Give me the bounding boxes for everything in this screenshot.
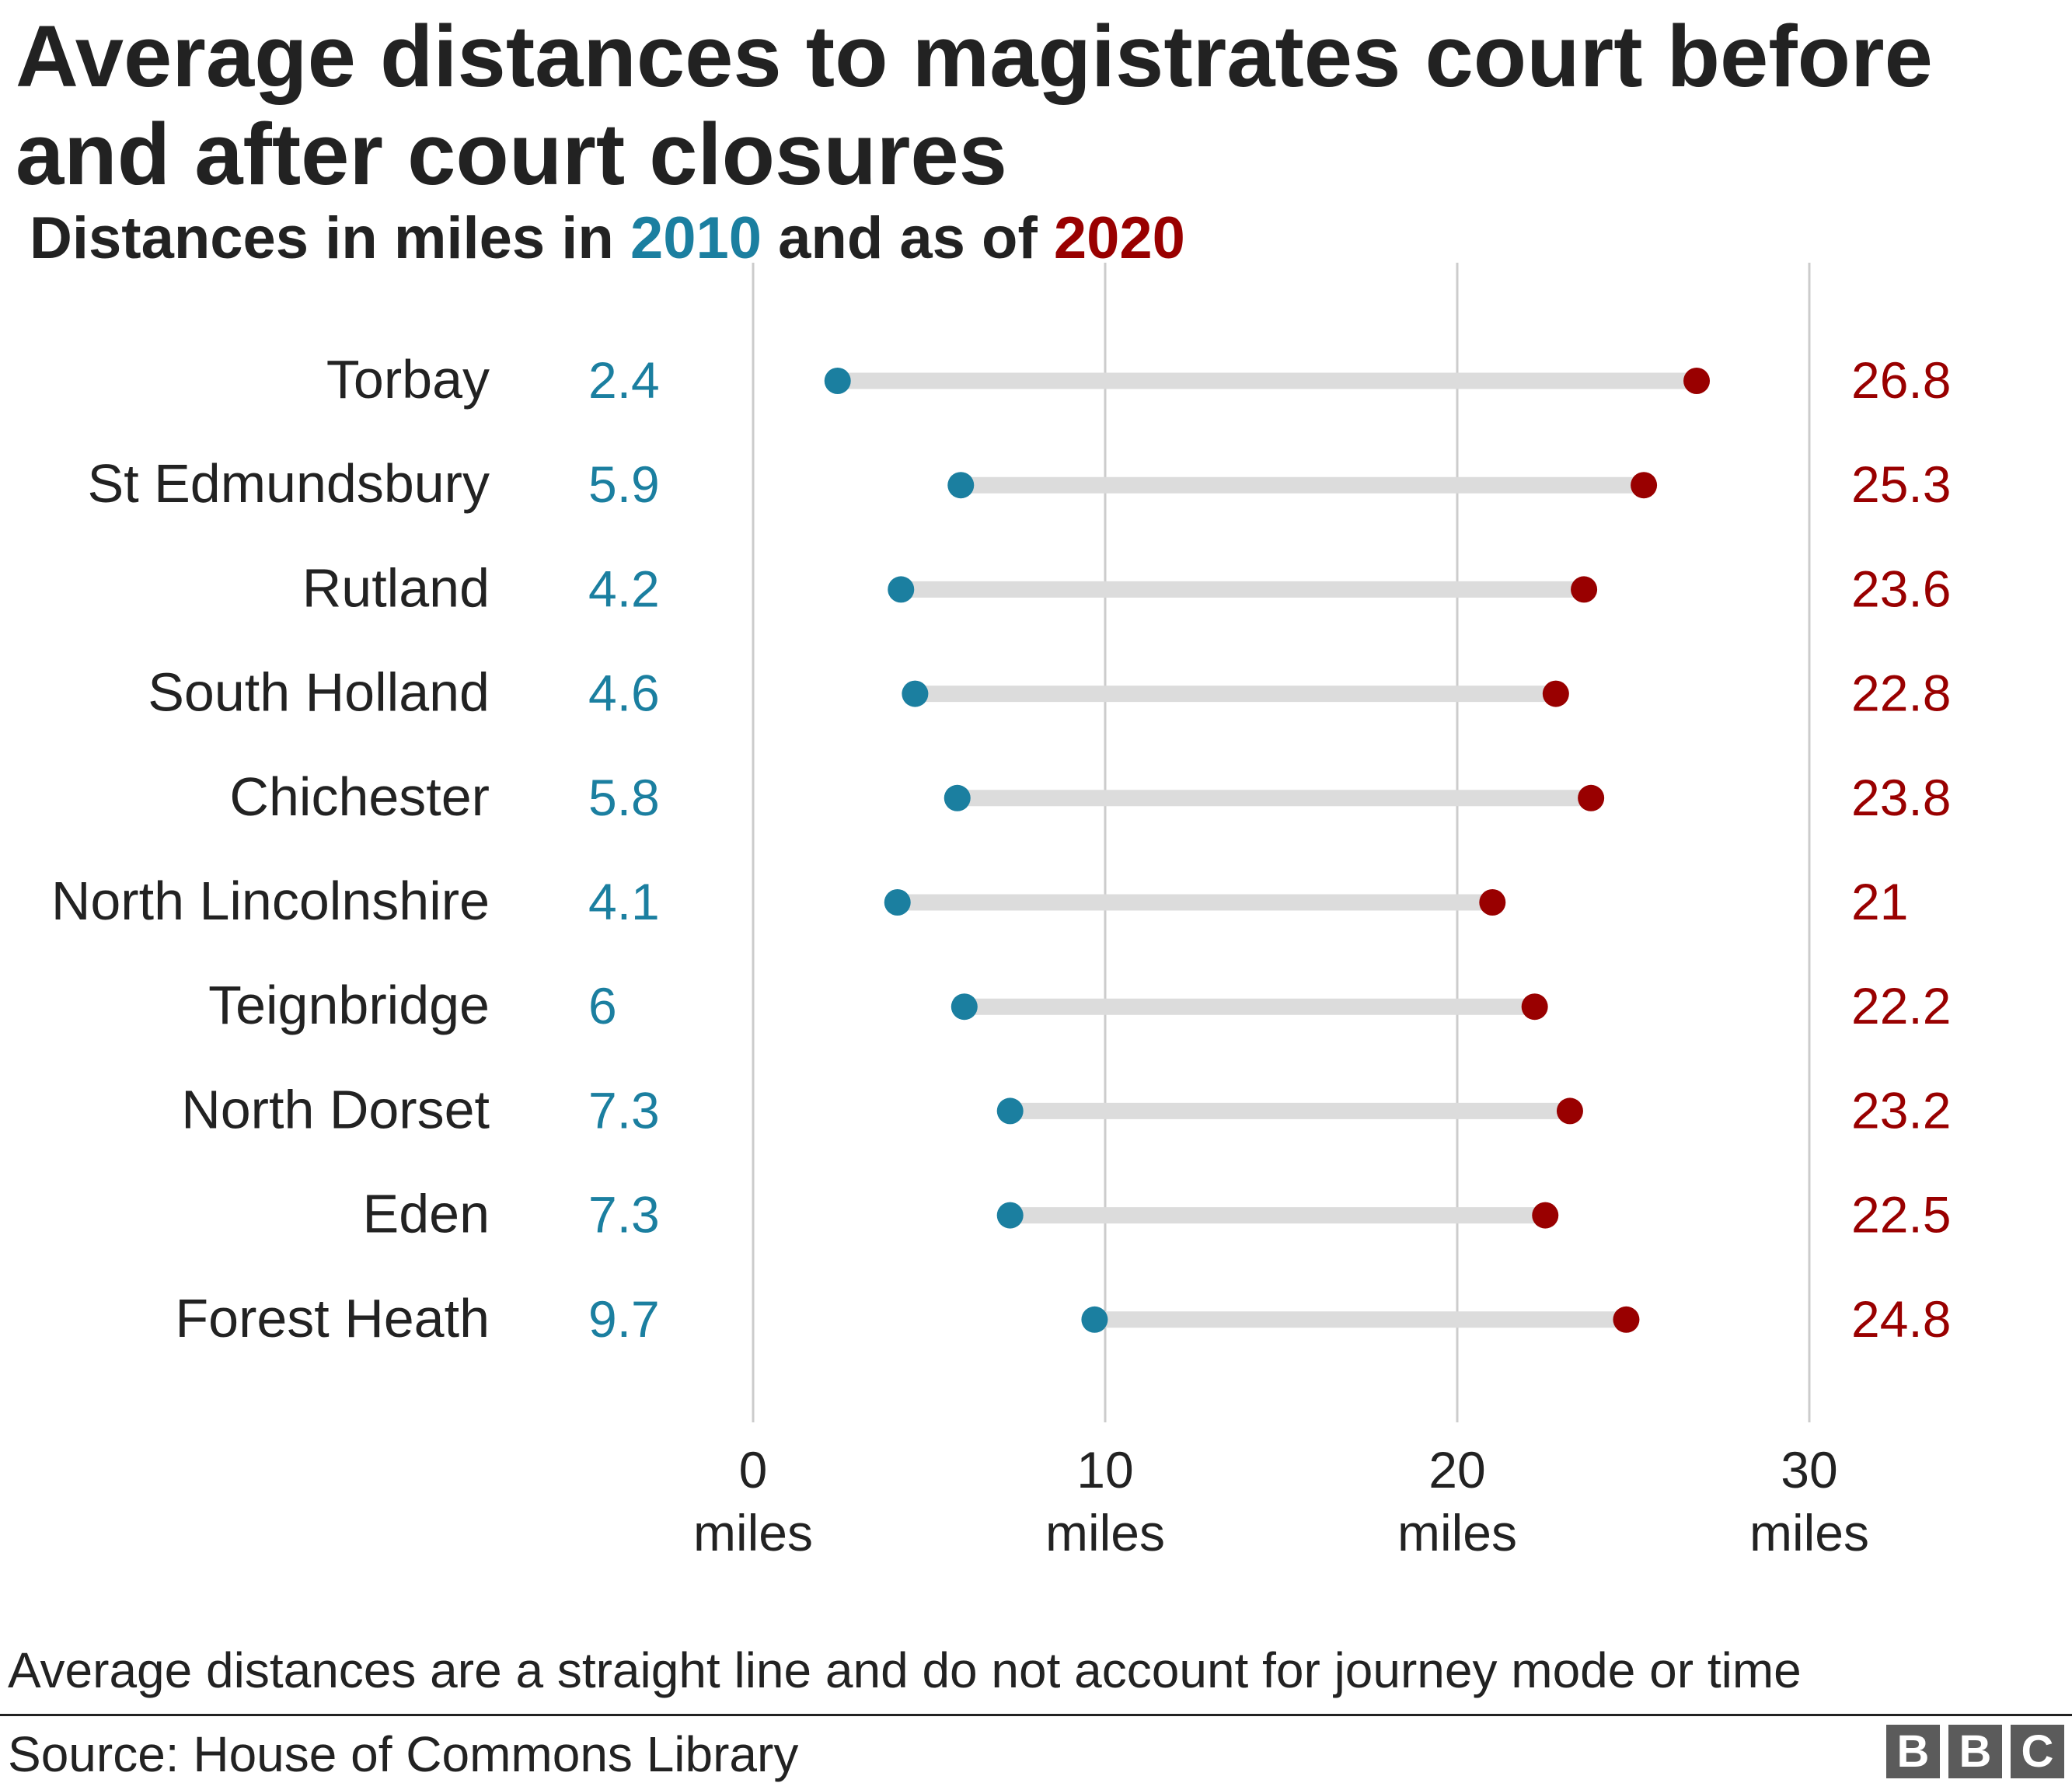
category-label-south-holland: South Holland <box>148 662 490 723</box>
value-2020-label-forest-heath: 24.8 <box>1851 1290 1951 1348</box>
x-tick-unit-label-20: miles <box>1397 1504 1517 1561</box>
category-label-torbay: Torbay <box>326 349 490 410</box>
x-tick-unit-label-30: miles <box>1749 1504 1869 1561</box>
point-2010-chichester <box>944 784 971 811</box>
category-label-eden: Eden <box>363 1184 490 1244</box>
value-2020-label-chichester: 23.8 <box>1851 769 1951 826</box>
subtitle-middle: and as of <box>762 205 1054 271</box>
value-2020-label-rutland: 23.6 <box>1851 560 1951 617</box>
category-label-north-dorset: North Dorset <box>181 1079 490 1139</box>
value-2010-label-torbay: 2.4 <box>588 351 660 409</box>
chart-subtitle: Distances in miles in 2010 and as of 202… <box>30 204 1185 274</box>
value-2010-label-st-edmundsbury: 5.9 <box>588 455 660 513</box>
category-label-north-lincolnshire: North Lincolnshire <box>51 871 490 931</box>
point-2020-eden <box>1532 1202 1559 1229</box>
point-2020-north-dorset <box>1556 1097 1583 1125</box>
x-tick-unit-label-10: miles <box>1045 1504 1165 1561</box>
value-2020-label-torbay: 26.8 <box>1851 351 1951 409</box>
value-2020-label-st-edmundsbury: 25.3 <box>1851 455 1951 513</box>
point-2010-north-lincolnshire <box>884 889 911 916</box>
value-2020-label-teignbridge: 22.2 <box>1851 977 1951 1035</box>
point-2010-forest-heath <box>1081 1306 1108 1333</box>
category-label-forest-heath: Forest Heath <box>175 1288 490 1349</box>
point-2010-rutland <box>888 576 915 603</box>
bbc-logo-letter-1: B <box>1886 1725 1940 1778</box>
point-2020-north-lincolnshire <box>1479 889 1506 916</box>
value-2010-label-teignbridge: 6 <box>588 977 617 1035</box>
point-2010-south-holland <box>902 680 929 707</box>
x-tick-unit-label-0: miles <box>693 1504 813 1561</box>
category-label-chichester: Chichester <box>229 766 490 827</box>
bbc-logo-letter-3: C <box>2011 1725 2064 1778</box>
value-2020-label-north-dorset: 23.2 <box>1851 1081 1951 1139</box>
x-tick-label-20: 20 <box>1428 1441 1485 1499</box>
value-2020-label-eden: 22.5 <box>1851 1186 1951 1244</box>
category-label-teignbridge: Teignbridge <box>208 975 490 1035</box>
bbc-logo-letter-2: B <box>1948 1725 2002 1778</box>
point-2010-teignbridge <box>951 993 978 1021</box>
point-2010-st-edmundsbury <box>947 472 975 499</box>
value-2010-label-north-lincolnshire: 4.1 <box>588 873 660 930</box>
x-tick-label-0: 0 <box>739 1441 768 1499</box>
point-2010-north-dorset <box>996 1097 1024 1125</box>
point-2020-south-holland <box>1542 680 1569 707</box>
subtitle-year-2020: 2020 <box>1053 205 1185 271</box>
value-2010-label-forest-heath: 9.7 <box>588 1290 660 1348</box>
point-2020-rutland <box>1571 576 1598 603</box>
category-label-st-edmundsbury: St Edmundsbury <box>88 453 490 514</box>
subtitle-prefix: Distances in miles in <box>30 205 630 271</box>
value-2010-label-eden: 7.3 <box>588 1186 660 1244</box>
dumbbell-chart: Torbay 2.4 26.8 St Edmundsbury 5.9 25.3 Rutlan… <box>51 263 1951 1561</box>
value-2020-label-south-holland: 22.8 <box>1851 665 1951 722</box>
value-2010-label-chichester: 5.8 <box>588 769 660 826</box>
footnote: Average distances are a straight line an… <box>8 1642 1802 1698</box>
point-2020-teignbridge <box>1521 993 1548 1021</box>
x-tick-label-30: 30 <box>1781 1441 1837 1499</box>
bbc-logo: B B C <box>1886 1725 2064 1778</box>
value-2010-label-north-dorset: 7.3 <box>588 1081 660 1139</box>
source-note: Source: House of Commons Library <box>8 1726 799 1782</box>
chart-title: Average distances to magistrates court b… <box>16 8 1933 203</box>
footer-rule <box>0 1714 2072 1716</box>
point-2010-torbay <box>824 368 851 394</box>
point-2020-chichester <box>1578 784 1605 811</box>
subtitle-year-2010: 2010 <box>630 205 762 271</box>
point-2020-forest-heath <box>1613 1306 1640 1333</box>
point-2020-st-edmundsbury <box>1631 472 1658 499</box>
value-2010-label-rutland: 4.2 <box>588 560 660 617</box>
value-2010-label-south-holland: 4.6 <box>588 665 660 722</box>
point-2020-torbay <box>1683 368 1711 394</box>
x-tick-label-10: 10 <box>1076 1441 1133 1499</box>
category-label-rutland: Rutland <box>302 557 490 618</box>
point-2010-eden <box>996 1202 1024 1229</box>
value-2020-label-north-lincolnshire: 21 <box>1851 873 1908 930</box>
